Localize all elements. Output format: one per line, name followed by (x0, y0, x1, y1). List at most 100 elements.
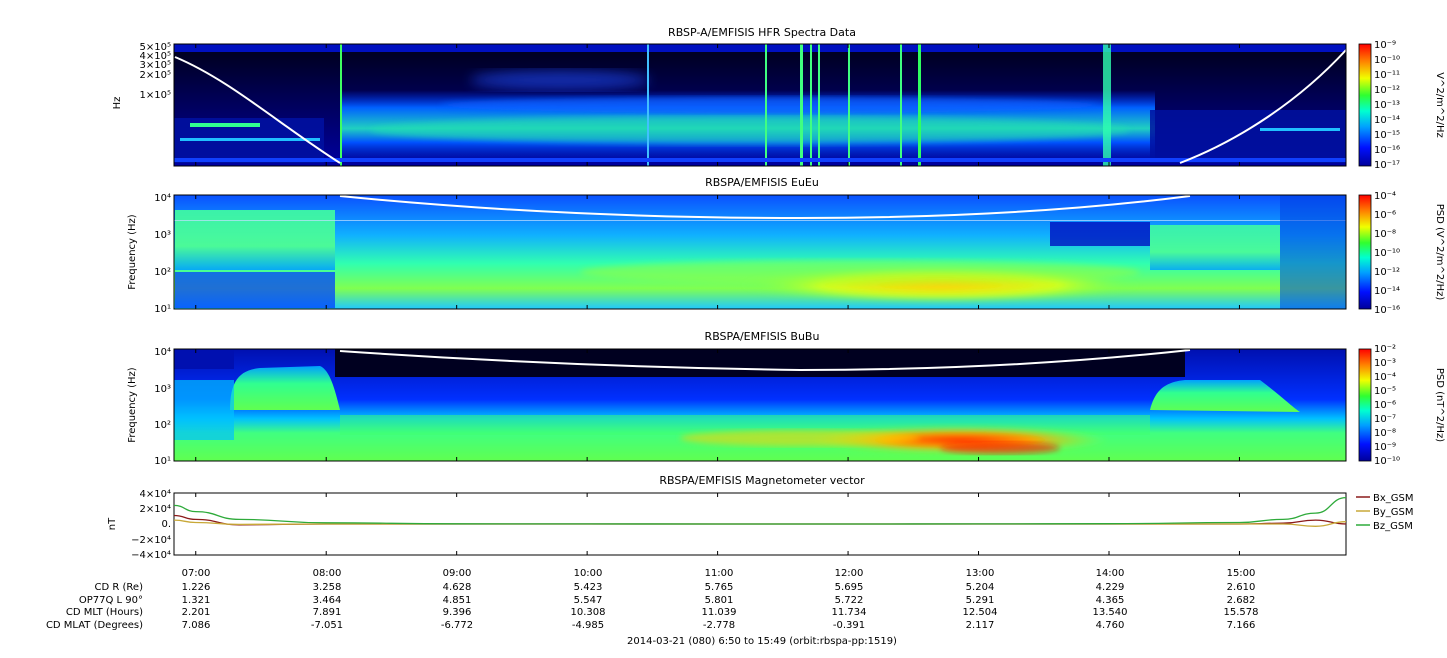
time-axis-labels: 07:00 08:00 09:00 10:00 11:00 12:00 13:0… (182, 568, 1256, 579)
hfr-cbar-tick: 10⁻¹² (1374, 85, 1400, 96)
ephemeris-label: OP77Q L 90° (79, 595, 143, 606)
bubu-cbar-tick: 10⁻⁵ (1374, 386, 1396, 397)
time-label: 11:00 (705, 568, 734, 579)
ephemeris-cell: -2.778 (703, 620, 735, 631)
eueu-cbar-tick: 10⁻¹⁰ (1374, 248, 1400, 259)
ephemeris-cell: 12.504 (963, 607, 998, 618)
ephemeris-cell: 5.291 (966, 595, 995, 606)
legend-bx: Bx_GSM (1373, 493, 1414, 504)
ephemeris-row-mlt: 2.201 7.891 9.396 10.308 11.039 11.734 1… (182, 607, 1259, 618)
time-label: 07:00 (182, 568, 211, 579)
bubu-cbar-tick: 10⁻⁸ (1374, 428, 1396, 439)
bubu-cbar-tick: 10⁻⁴ (1374, 372, 1396, 383)
eueu-ylabel: Frequency (Hz) (127, 214, 138, 290)
bubu-panel: RBSPA/EMFISIS BuBu Frequency (Hz) 10⁴ 10… (127, 330, 1445, 467)
time-label: 10:00 (574, 568, 603, 579)
ephemeris-labels: CD R (Re) OP77Q L 90° CD MLT (Hours) CD … (46, 582, 143, 631)
mag-series-bz-gsm (173, 496, 1347, 525)
mag-title: RBSPA/EMFISIS Magnetometer vector (659, 474, 865, 487)
eueu-panel: RBSPA/EMFISIS EuEu Frequency (Hz) 10⁴ 10… (127, 176, 1445, 316)
bubu-cbar-tick: 10⁻³ (1374, 358, 1396, 369)
time-label: 15:00 (1227, 568, 1256, 579)
eueu-cbar-tick: 10⁻⁶ (1374, 210, 1396, 221)
ephemeris-row-r: 1.226 3.258 4.628 5.423 5.765 5.695 5.20… (182, 582, 1256, 593)
time-label: 14:00 (1096, 568, 1125, 579)
ephemeris-cell: 15.578 (1224, 607, 1259, 618)
ephemeris-cell: 4.760 (1096, 620, 1125, 631)
ephemeris-cell: 4.628 (443, 582, 472, 593)
hfr-cbar-tick: 10⁻¹¹ (1374, 70, 1400, 81)
hfr-cbar-tick: 10⁻¹⁶ (1374, 145, 1400, 156)
ephemeris-label: CD R (Re) (95, 582, 144, 593)
bubu-title: RBSPA/EMFISIS BuBu (705, 330, 820, 343)
ephemeris-cell: -0.391 (833, 620, 865, 631)
hfr-spectrogram (173, 43, 1347, 167)
hfr-cbar-label: V^2/m^2/Hz (1434, 72, 1445, 138)
bubu-cbar-label: PSD (nT^2/Hz) (1434, 368, 1445, 442)
bubu-ytick: 10² (154, 420, 171, 431)
ephemeris-cell: 1.226 (182, 582, 211, 593)
time-label: 09:00 (443, 568, 472, 579)
mag-ytick: −2×10⁴ (131, 535, 171, 546)
eueu-cbar-tick: 10⁻¹⁶ (1374, 305, 1400, 316)
hfr-ytick: 2×10⁵ (140, 70, 171, 81)
eueu-ytick: 10¹ (154, 304, 171, 315)
ephemeris-cell: 5.801 (705, 595, 734, 606)
footer-caption: 2014-03-21 (080) 6:50 to 15:49 (orbit:rb… (627, 636, 897, 647)
bubu-ytick: 10⁴ (154, 347, 171, 358)
time-label: 08:00 (313, 568, 342, 579)
ephemeris-cell: 5.423 (574, 582, 603, 593)
hfr-cbar-tick: 10⁻¹⁵ (1374, 130, 1400, 141)
time-ticks (195, 44, 1240, 555)
mag-legend: Bx_GSM By_GSM Bz_GSM (1356, 493, 1414, 532)
ephemeris-cell: 2.682 (1227, 595, 1256, 606)
ephemeris-cell: 11.734 (832, 607, 867, 618)
ephemeris-label: CD MLAT (Degrees) (46, 620, 143, 631)
ephemeris-cell: 7.891 (313, 607, 342, 618)
ephemeris-cell: -4.985 (572, 620, 604, 631)
time-label: 12:00 (835, 568, 864, 579)
ephemeris-cell: 4.365 (1096, 595, 1125, 606)
ephemeris-cell: 5.547 (574, 595, 603, 606)
hfr-ytick: 3×10⁵ (140, 60, 171, 71)
eueu-title: RBSPA/EMFISIS EuEu (705, 176, 819, 189)
mag-ytick: 4×10⁴ (140, 489, 171, 500)
eueu-cbar-label: PSD (V^2/m^2/Hz) (1434, 204, 1445, 301)
ephemeris-cell: 11.039 (702, 607, 737, 618)
time-label: 13:00 (966, 568, 995, 579)
ephemeris-cell: 13.540 (1093, 607, 1128, 618)
bubu-cbar-tick: 10⁻⁶ (1374, 400, 1396, 411)
ephemeris-row-mlat: 7.086 -7.051 -6.772 -4.985 -2.778 -0.391… (182, 620, 1256, 631)
legend-bz: Bz_GSM (1373, 521, 1413, 532)
bubu-cbar-tick: 10⁻⁷ (1374, 414, 1396, 425)
bubu-ytick: 10³ (154, 384, 171, 395)
ephemeris-row-l: 1.321 3.464 4.851 5.547 5.801 5.722 5.29… (182, 595, 1256, 606)
mag-ytick: 0. (161, 519, 171, 530)
ephemeris-cell: 2.117 (966, 620, 995, 631)
hfr-cbar-tick: 10⁻¹⁰ (1374, 55, 1400, 66)
hfr-cbar-tick: 10⁻¹³ (1374, 100, 1400, 111)
hfr-y-axis: Hz 5×10⁵ 4×10⁵ 3×10⁵ 2×10⁵ 1×10⁵ (112, 42, 171, 109)
eueu-cbar-tick: 10⁻¹² (1374, 267, 1400, 278)
hfr-title: RBSP-A/EMFISIS HFR Spectra Data (668, 26, 856, 39)
bubu-ylabel: Frequency (Hz) (127, 367, 138, 443)
ephemeris-cell: 5.204 (966, 582, 995, 593)
eueu-ytick: 10² (154, 267, 171, 278)
hfr-ytick: 1×10⁵ (140, 90, 171, 101)
hfr-ytick: 5×10⁵ (140, 42, 171, 53)
ephemeris-cell: 2.610 (1227, 582, 1256, 593)
mag-ytick: −4×10⁴ (131, 550, 171, 561)
bubu-cbar-tick: 10⁻⁹ (1374, 442, 1396, 453)
ephemeris-cell: 4.851 (443, 595, 472, 606)
ephemeris-cell: 3.258 (313, 582, 342, 593)
bubu-spectrogram (173, 348, 1347, 462)
mag-y-axis: nT 4×10⁴ 2×10⁴ 0. −2×10⁴ −4×10⁴ (107, 489, 171, 561)
eueu-colorbar: 10⁻⁴ 10⁻⁶ 10⁻⁸ 10⁻¹⁰ 10⁻¹² 10⁻¹⁴ 10⁻¹⁶ P… (1358, 191, 1445, 316)
bubu-ytick: 10¹ (154, 456, 171, 467)
ephemeris-cell: 5.695 (835, 582, 864, 593)
ephemeris-cell: 7.086 (182, 620, 211, 631)
mag-lines (173, 496, 1347, 527)
ephemeris-cell: 5.765 (705, 582, 734, 593)
eueu-cbar-tick: 10⁻⁸ (1374, 229, 1396, 240)
